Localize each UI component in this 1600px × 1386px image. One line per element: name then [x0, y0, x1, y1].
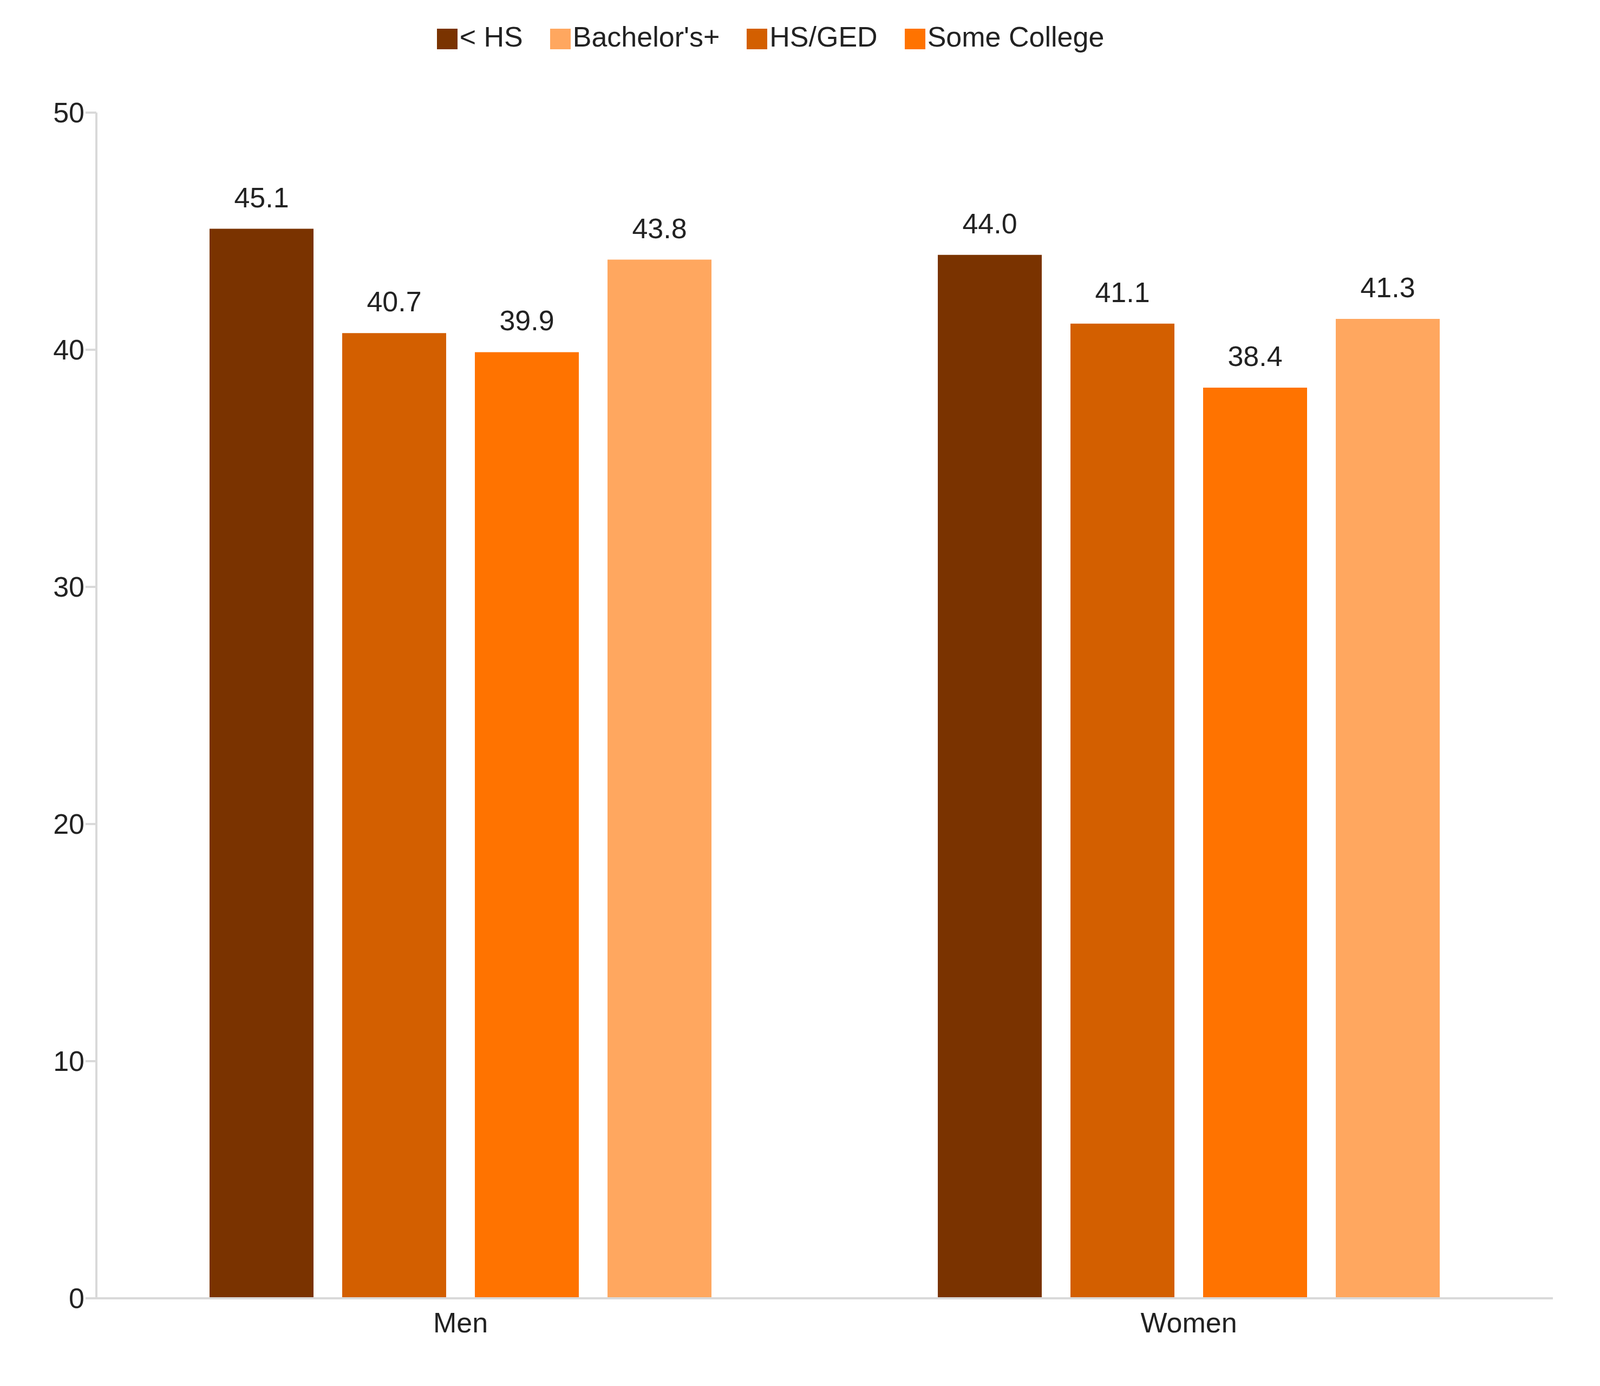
svg-text:40.7: 40.7: [366, 285, 422, 318]
svg-text:40: 40: [53, 334, 85, 366]
svg-text:41.3: 41.3: [1360, 271, 1415, 304]
html-text:< HS: < HS: [459, 21, 523, 53]
html-text:Bachelor's+: Bachelor's+: [572, 21, 720, 53]
svg-text:39.9: 39.9: [499, 304, 554, 337]
svg-text:Men: Men: [433, 1307, 488, 1339]
html-text:HS/GED: HS/GED: [769, 21, 878, 53]
svg-text:30: 30: [53, 571, 85, 603]
svg-text:20: 20: [53, 808, 85, 840]
svg-text:41.1: 41.1: [1094, 276, 1150, 309]
svg-text:50: 50: [53, 96, 85, 129]
svg-text:Women: Women: [1140, 1307, 1237, 1339]
svg-text:44.0: 44.0: [962, 207, 1017, 240]
svg-text:43.8: 43.8: [631, 212, 687, 245]
html-text:Some College: Some College: [927, 21, 1105, 53]
svg-text:10: 10: [53, 1045, 85, 1077]
svg-text:38.4: 38.4: [1227, 340, 1283, 372]
svg-text:45.1: 45.1: [233, 181, 289, 214]
svg-text:0: 0: [68, 1282, 85, 1315]
